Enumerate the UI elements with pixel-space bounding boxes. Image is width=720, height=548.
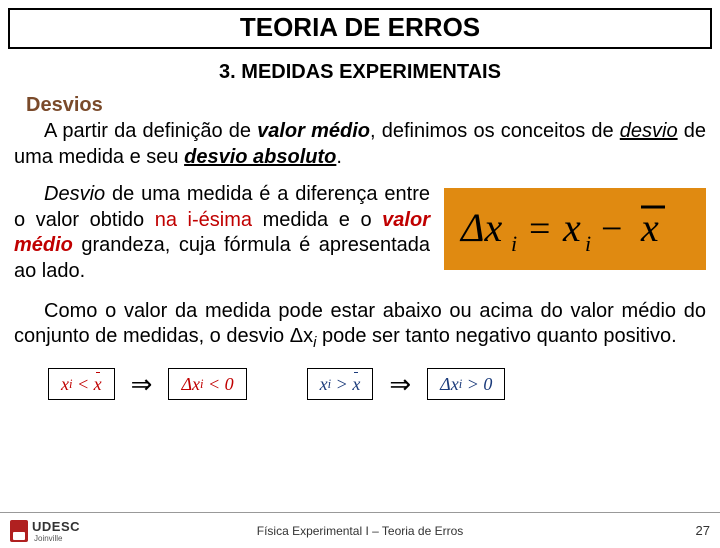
svg-text:i: i <box>585 231 591 256</box>
p1-g: . <box>336 146 342 168</box>
p2-desvio: Desvio <box>44 183 105 205</box>
p2-d: medida e o <box>252 209 382 231</box>
footer: UDESC Joinville Física Experimental I – … <box>0 512 720 548</box>
content-area: Desvios A partir da definição de valor m… <box>0 94 720 400</box>
title-box: TEORIA DE ERROS <box>8 8 712 49</box>
subtitle: 3. MEDIDAS EXPERIMENTAIS <box>0 61 720 84</box>
svg-text:i: i <box>511 231 517 256</box>
svg-text:Δx: Δx <box>459 205 502 250</box>
paragraph-intro: A partir da definição de valor médio, de… <box>14 119 706 170</box>
svg-text:=: = <box>529 208 550 250</box>
p2-iesima: na i-ésima <box>155 209 252 231</box>
cond-gt-lhs: xi > x <box>307 368 374 400</box>
conditions-row: xi < x ⇒ Δxi < 0 xi > x ⇒ Δxi > 0 <box>48 368 706 400</box>
p2-f: grandeza, cuja fórmula é apresentada ao … <box>14 234 430 282</box>
formula-box: Δx i = x i − x <box>444 188 706 270</box>
arrow-icon: ⇒ <box>125 369 159 400</box>
p1-c: , definimos os conceitos de <box>370 120 620 142</box>
p1-desvio: desvio <box>620 120 678 142</box>
svg-text:−: − <box>601 208 622 250</box>
svg-text:x: x <box>640 205 659 250</box>
paragraph-note: Como o valor da medida pode estar abaixo… <box>14 299 706 353</box>
svg-text:x: x <box>562 205 581 250</box>
p1-a: A partir da definição de <box>44 120 257 142</box>
p1-valor-medio: valor médio <box>257 120 370 142</box>
section-label: Desvios <box>26 94 706 117</box>
cond-lt-lhs: xi < x <box>48 368 115 400</box>
definition-block: Desvio de uma medida é a diferença entre… <box>14 182 706 284</box>
cond-lt-rhs: Δxi < 0 <box>168 368 246 400</box>
arrow-icon: ⇒ <box>383 369 417 400</box>
paragraph-definition: Desvio de uma medida é a diferença entre… <box>14 182 430 284</box>
formula-svg: Δx i = x i − x <box>455 199 695 259</box>
footer-center: Física Experimental I – Teoria de Erros <box>0 524 720 538</box>
p3-b: pode ser tanto negativo quanto positivo. <box>316 325 676 347</box>
cond-gt-rhs: Δxi > 0 <box>427 368 505 400</box>
p1-desvio-absoluto: desvio absoluto <box>184 146 336 168</box>
main-title: TEORIA DE ERROS <box>240 12 480 42</box>
p3-deltaxi: Δxi <box>290 325 317 347</box>
